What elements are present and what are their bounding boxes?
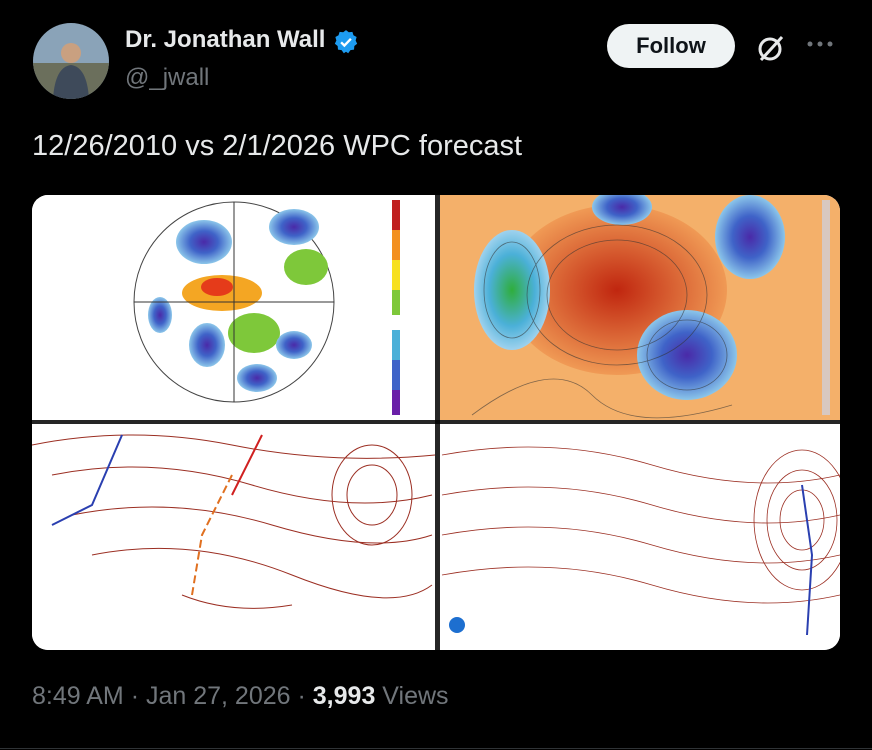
tweet-media[interactable] bbox=[32, 195, 840, 650]
author-name[interactable]: Dr. Jonathan Wall bbox=[125, 26, 326, 53]
post-date[interactable]: Jan 27, 2026 bbox=[145, 682, 291, 710]
separator: · bbox=[130, 682, 140, 710]
more-menu[interactable] bbox=[805, 36, 835, 52]
post-time[interactable]: 8:49 AM bbox=[32, 682, 124, 710]
author-handle[interactable]: @_jwall bbox=[125, 64, 210, 91]
views-count: 3,993 bbox=[312, 682, 376, 710]
views-label: Views bbox=[382, 682, 449, 710]
tweet-text: 12/26/2010 vs 2/1/2026 WPC forecast bbox=[32, 130, 523, 162]
grok-icon[interactable] bbox=[755, 32, 787, 64]
separator: · bbox=[297, 682, 306, 710]
tweet-meta: 8:49 AM · Jan 27, 2026 · 3,993 Views bbox=[32, 682, 449, 711]
follow-button[interactable]: Follow bbox=[607, 24, 735, 68]
avatar[interactable] bbox=[33, 23, 109, 99]
verified-badge bbox=[334, 30, 358, 54]
divider bbox=[0, 748, 872, 749]
